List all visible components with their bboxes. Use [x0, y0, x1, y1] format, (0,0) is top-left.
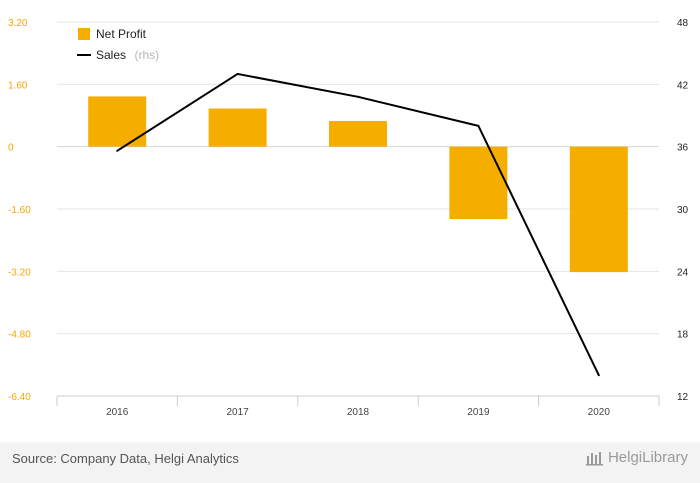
- right-axis: 48 42 36 30 24 18 12: [677, 18, 689, 403]
- legend-net-profit-label: Net Profit: [96, 27, 147, 41]
- legend-sales-name: Sales: [96, 48, 126, 62]
- sales-line-group: [116, 72, 600, 377]
- net-profit-bar: [569, 146, 628, 273]
- grid: [57, 21, 659, 335]
- net-profit-bar: [449, 146, 508, 220]
- footer: Source: Company Data, Helgi Analytics He…: [0, 442, 700, 483]
- left-tick-label: -4.80: [8, 330, 31, 341]
- legend-sales-suffix: (rhs): [134, 48, 159, 62]
- legend-net-profit-swatch: [78, 28, 90, 40]
- brand[interactable]: HelgiLibrary: [585, 449, 688, 466]
- x-tick-label: 2016: [106, 407, 129, 418]
- left-tick-label: -6.40: [8, 392, 31, 403]
- right-tick-label: 12: [677, 392, 689, 403]
- sales-point: [357, 95, 359, 98]
- right-tick-label: 36: [677, 143, 689, 154]
- x-tick-label: 2019: [467, 407, 490, 418]
- x-tick-label: 2017: [226, 407, 249, 418]
- legend: Net Profit Sales (rhs): [77, 27, 159, 63]
- right-tick-label: 24: [677, 267, 689, 278]
- x-tick-label: 2018: [347, 407, 370, 418]
- sales-point: [477, 124, 480, 127]
- net-profit-bar: [329, 120, 387, 147]
- sales-point: [116, 149, 119, 152]
- right-tick-label: 42: [677, 80, 689, 91]
- net-profit-bar: [208, 108, 267, 147]
- right-tick-label: 18: [677, 330, 689, 341]
- sales-point: [236, 72, 239, 75]
- library-logo-icon: [585, 451, 603, 465]
- left-tick-label: 3.20: [8, 18, 28, 29]
- right-tick-label: 30: [677, 205, 689, 216]
- right-tick-label: 48: [677, 18, 689, 29]
- bars: [88, 96, 628, 273]
- x-tick-label: 2020: [588, 407, 611, 418]
- x-axis: 2016 2017 2018 2019 2020: [56, 395, 660, 418]
- source-note: Source: Company Data, Helgi Analytics: [12, 451, 239, 466]
- net-profit-bar: [88, 96, 147, 147]
- left-tick-label: 0: [8, 143, 14, 154]
- chart: 3.20 1.60 0 -1.60 -3.20 -4.80 -6.40 48 42 36 30 24…: [8, 18, 689, 418]
- legend-sales-label: Sales (rhs): [96, 46, 159, 63]
- left-tick-label: -3.20: [8, 267, 31, 278]
- left-tick-label: -1.60: [8, 205, 31, 216]
- left-axis: 3.20 1.60 0 -1.60 -3.20 -4.80 -6.40: [8, 18, 31, 403]
- sales-point: [597, 374, 600, 377]
- left-tick-label: 1.60: [8, 80, 28, 91]
- brand-name: HelgiLibrary: [607, 449, 688, 466]
- sales-line: [116, 72, 600, 376]
